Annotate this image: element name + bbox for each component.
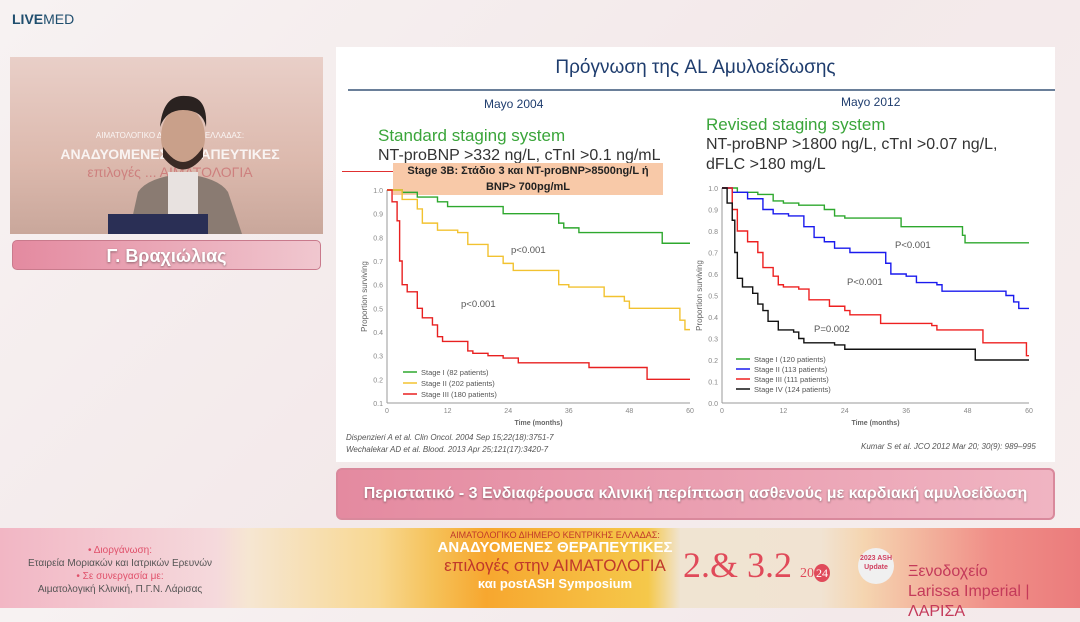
session-caption: Περιστατικό - 3 Ενδιαφέρουσα κλινική περ… bbox=[336, 468, 1055, 520]
legend-label: Stage III (180 patients) bbox=[421, 390, 497, 399]
y-tick-label: 1.0 bbox=[708, 186, 718, 193]
p-value-annotation: P=0.002 bbox=[814, 324, 850, 335]
y-tick-label: 0.4 bbox=[373, 330, 383, 337]
livemed-logo: LIVEMED bbox=[12, 11, 75, 27]
survival-curve-3 bbox=[722, 187, 1029, 357]
x-tick-label: 60 bbox=[686, 408, 694, 415]
citation-2: Wechalekar AD et al. Blood. 2013 Apr 25;… bbox=[346, 445, 549, 454]
citation-1: Dispenzieri A et al. Clin Oncol. 2004 Se… bbox=[346, 433, 554, 442]
legend-label: Stage II (113 patients) bbox=[754, 365, 828, 374]
presentation-slide: Πρόγνωση της AL Αμυλοείδωσης Mayo 2004 M… bbox=[336, 47, 1055, 462]
right-criteria-2: dFLC >180 mg/L bbox=[706, 156, 826, 173]
x-tick-label: 24 bbox=[504, 408, 512, 415]
speaker-video: ΑΙΜΑΤΟΛΟΓΙΚΟ ΔΙΗΜΕΡΟ ... ΕΛΛΑΔΑΣ: ΑΝΑΔΥΟ… bbox=[10, 57, 323, 234]
left-heading: Standard staging system bbox=[378, 126, 566, 145]
p-value-annotation: P<0.001 bbox=[895, 240, 931, 251]
y-axis-label: Proportion surviving bbox=[360, 261, 369, 332]
x-tick-label: 36 bbox=[902, 408, 910, 415]
legend-label: Stage II (202 patients) bbox=[421, 379, 495, 388]
y-tick-label: 0.8 bbox=[373, 235, 383, 242]
survival-curve-3 bbox=[387, 189, 690, 381]
x-axis-label: Time (months) bbox=[514, 420, 562, 427]
legend-label: Stage IV (124 patients) bbox=[754, 385, 831, 394]
arrow-icon bbox=[342, 171, 394, 172]
x-tick-label: 48 bbox=[964, 408, 972, 415]
legend-label: Stage I (82 patients) bbox=[421, 368, 489, 377]
x-tick-label: 0 bbox=[720, 408, 724, 415]
left-criteria: NT-proBNP >332 ng/L, cTnI >0.1 ng/mL bbox=[378, 147, 661, 164]
legend-label: Stage I (120 patients) bbox=[754, 355, 826, 364]
survival-curve-1 bbox=[722, 187, 1029, 244]
y-tick-label: 0.7 bbox=[373, 259, 383, 266]
y-tick-label: 0.6 bbox=[708, 272, 718, 279]
citation-kumar: Kumar S et al. JCO 2012 Mar 20; 30(9): 9… bbox=[861, 442, 1036, 451]
ash-update-seal: 2023 ASH Update bbox=[858, 548, 894, 584]
x-tick-label: 24 bbox=[841, 408, 849, 415]
survival-curve-4 bbox=[722, 187, 1029, 361]
right-criteria-1: NT-proBNP >1800 ng/L, cTnI >0.07 ng/L, bbox=[706, 136, 998, 153]
y-tick-label: 0.0 bbox=[708, 401, 718, 408]
y-tick-label: 0.9 bbox=[373, 212, 383, 219]
y-tick-label: 0.3 bbox=[708, 337, 718, 344]
stage-3b-highlight: Stage 3B: Στάδιο 3 και NT-proBNP>8500ng/… bbox=[393, 163, 663, 195]
right-year: Mayo 2012 bbox=[841, 95, 901, 109]
p-value-annotation: p<0.001 bbox=[511, 245, 546, 256]
title-divider bbox=[348, 89, 1055, 91]
y-tick-label: 0.1 bbox=[708, 380, 718, 387]
survival-curve-2 bbox=[722, 187, 1029, 310]
y-tick-label: 0.4 bbox=[708, 315, 718, 322]
y-tick-label: 0.6 bbox=[373, 283, 383, 290]
p-value-annotation: P<0.001 bbox=[847, 277, 883, 288]
x-tick-label: 60 bbox=[1025, 408, 1033, 415]
speaker-name-plate: Γ. Βραχιώλιας bbox=[12, 240, 321, 270]
slide-title: Πρόγνωση της AL Αμυλοείδωσης bbox=[555, 57, 836, 78]
x-tick-label: 48 bbox=[626, 408, 634, 415]
survival-curve-2 bbox=[387, 189, 690, 331]
y-tick-label: 0.3 bbox=[373, 354, 383, 361]
y-tick-label: 0.5 bbox=[373, 306, 383, 313]
venue: Ξενοδοχείο Larissa Imperial | ΛΑΡΙΣΑ bbox=[908, 563, 1030, 620]
y-tick-label: 0.2 bbox=[708, 358, 718, 365]
legend-label: Stage III (111 patients) bbox=[754, 375, 829, 384]
km-chart-2012: 0.0 0.1 0.2 0.3 0.4 0.5 0.6 0.7 0.8 0.9 1.0 0 12 24 36… bbox=[695, 186, 1033, 427]
p-value-annotation: p<0.001 bbox=[461, 299, 496, 310]
km-chart-2004: 0.1 0.2 0.3 0.4 0.5 0.6 0.7 0.8 0.9 1.0 0 12 24 36 48 6… bbox=[360, 188, 694, 427]
x-tick-label: 12 bbox=[780, 408, 788, 415]
x-tick-label: 36 bbox=[565, 408, 573, 415]
survival-curve-1 bbox=[387, 189, 690, 244]
y-tick-label: 0.8 bbox=[708, 229, 718, 236]
event-title: ΑΙΜΑΤΟΛΟΓΙΚΟ ΔΙΗΜΕΡΟ ΚΕΝΤΡΙΚΗΣ ΕΛΛΑΔΑΣ: … bbox=[437, 530, 673, 591]
event-dates: 2.& 3.2 20 24 bbox=[683, 545, 831, 585]
x-tick-label: 0 bbox=[385, 408, 389, 415]
y-tick-label: 0.7 bbox=[708, 251, 718, 258]
right-heading: Revised staging system bbox=[706, 115, 886, 134]
x-tick-label: 12 bbox=[444, 408, 452, 415]
y-tick-label: 0.1 bbox=[373, 401, 383, 408]
left-year: Mayo 2004 bbox=[484, 97, 544, 111]
organizer-info: • Διοργάνωση: Εταιρεία Μοριακών και Ιατρ… bbox=[27, 545, 213, 595]
event-footer-banner: • Διοργάνωση: Εταιρεία Μοριακών και Ιατρ… bbox=[0, 528, 1080, 620]
y-axis-label: Proportion surviving bbox=[695, 260, 704, 331]
x-axis-label: Time (months) bbox=[851, 420, 899, 427]
y-tick-label: 0.2 bbox=[373, 377, 383, 384]
speaker-figure bbox=[108, 95, 242, 234]
y-tick-label: 0.9 bbox=[708, 208, 718, 215]
y-tick-label: 1.0 bbox=[373, 188, 383, 195]
y-tick-label: 0.5 bbox=[708, 294, 718, 301]
